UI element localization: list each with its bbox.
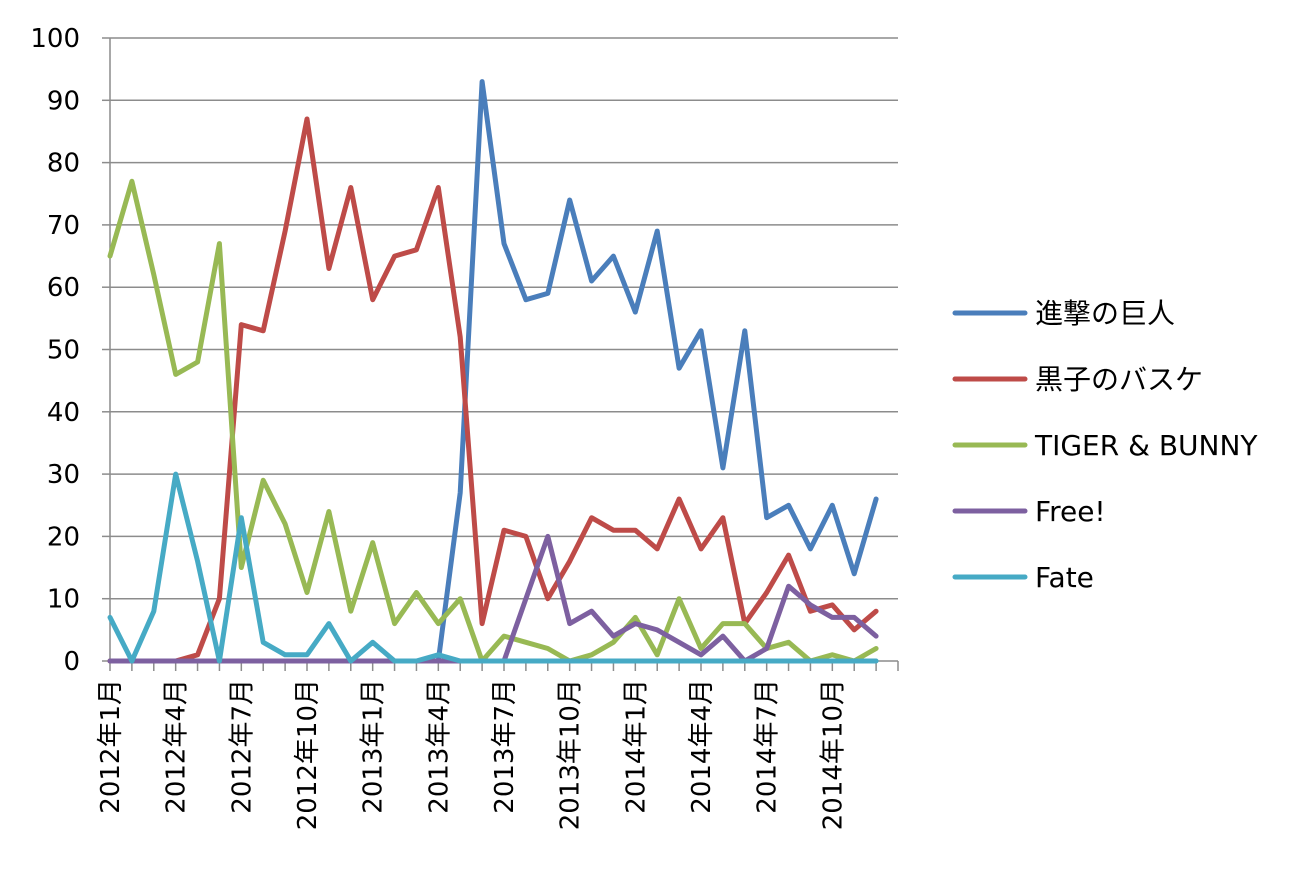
legend-label-3: Free! (1035, 495, 1106, 528)
x-tick-label: 2014年10月 (818, 679, 848, 830)
legend-label-2: TIGER & BUNNY (1034, 429, 1258, 462)
y-tick-label: 30 (47, 460, 80, 490)
series-line-1 (107, 116, 879, 664)
y-tick-label: 50 (47, 336, 80, 366)
y-tick-label: 100 (30, 24, 80, 54)
series-line-4 (107, 471, 879, 664)
x-tick-label: 2013年10月 (556, 679, 586, 830)
y-tick-label: 90 (47, 86, 80, 116)
legend-label-1: 黒子のバスケ (1035, 363, 1203, 396)
x-tick-label: 2013年7月 (490, 679, 520, 814)
x-tick-label: 2014年7月 (753, 679, 783, 814)
x-tick-label: 2013年1月 (359, 679, 389, 814)
y-tick-label: 60 (47, 273, 80, 303)
legend-label-4: Fate (1035, 561, 1094, 594)
x-tick-label: 2014年1月 (621, 679, 651, 814)
legend-label-0: 進撃の巨人 (1035, 297, 1175, 330)
y-tick-label: 40 (47, 398, 80, 428)
series-lines (107, 79, 879, 664)
x-tick-label: 2012年4月 (162, 679, 192, 814)
y-tick-label: 80 (47, 149, 80, 179)
y-tick-label: 70 (47, 211, 80, 241)
x-tick-label: 2012年7月 (227, 679, 257, 814)
x-tick-label: 2012年1月 (96, 679, 126, 814)
y-tick-label: 20 (47, 522, 80, 552)
x-tick-label: 2014年4月 (687, 679, 717, 814)
y-axis-tick-labels: 0 10 20 30 40 50 60 70 80 90 100 (30, 24, 80, 677)
x-tick-label: 2013年4月 (424, 679, 454, 814)
x-axis-tick-labels: 2012年1月 2012年4月 2012年7月 2012年10月 2013年1月 2013… (96, 679, 848, 830)
y-tick-label: 10 (47, 585, 80, 615)
y-tick-label: 0 (63, 647, 80, 677)
x-tick-label: 2012年10月 (293, 679, 323, 830)
series-line-2 (107, 178, 879, 664)
